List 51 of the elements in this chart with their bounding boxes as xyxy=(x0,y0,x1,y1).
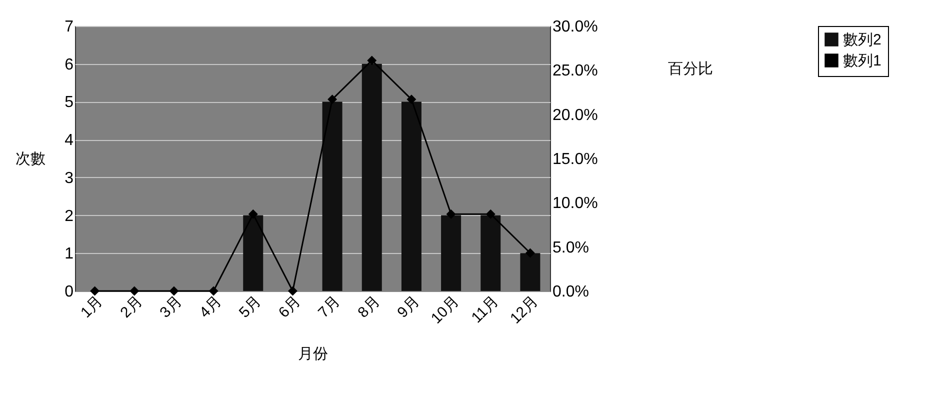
x-tick-label: 4月 xyxy=(196,292,225,322)
y-tick-label: 5 xyxy=(64,94,74,112)
point xyxy=(446,209,456,219)
y2-tick-label: 15.0% xyxy=(552,151,598,168)
point xyxy=(169,286,179,296)
x-tick-label: 12月 xyxy=(507,292,542,328)
y2-tick-label: 5.0% xyxy=(552,239,589,256)
x-tick-label: 1月 xyxy=(78,292,106,322)
x-axis-title: 月份 xyxy=(298,346,328,363)
legend-label: 數列1 xyxy=(843,52,882,70)
x-tick-label: 11月 xyxy=(468,292,502,326)
x-tick-label: 6月 xyxy=(275,292,304,322)
point xyxy=(486,209,496,219)
y-tick-label: 3 xyxy=(64,170,74,187)
y-tick-label: 1 xyxy=(64,246,74,263)
legend-label: 數列2 xyxy=(843,32,882,48)
x-tick-label: 8月 xyxy=(354,292,384,322)
x-tick-label: 9月 xyxy=(394,292,423,322)
y2-tick-label: 0.0% xyxy=(552,284,589,300)
y2-tick-label: 10.0% xyxy=(552,195,598,212)
x-tick-label: 3月 xyxy=(156,292,186,322)
x-tick-label: 7月 xyxy=(315,292,344,322)
y-tick-label: 4 xyxy=(64,132,74,150)
point xyxy=(248,209,258,219)
point xyxy=(288,286,298,296)
x-tick-label: 10月 xyxy=(428,292,462,328)
x-tick-label: 2月 xyxy=(117,292,146,322)
bar xyxy=(362,64,382,291)
bar xyxy=(401,102,422,291)
y-tick-label: 7 xyxy=(64,18,74,36)
point xyxy=(130,286,140,296)
y2-tick-label: 30.0% xyxy=(552,18,598,36)
y2-axis-title: 百分比 xyxy=(668,60,713,78)
point xyxy=(208,286,218,296)
x-tick-label: 5月 xyxy=(236,292,264,322)
bar xyxy=(243,215,264,291)
bar xyxy=(480,215,501,291)
point xyxy=(328,94,338,104)
bar xyxy=(520,253,540,291)
point xyxy=(90,286,100,296)
point xyxy=(525,248,535,258)
y2-tick-label: 25.0% xyxy=(552,62,598,80)
y2-tick-label: 20.0% xyxy=(552,106,598,124)
point xyxy=(406,94,416,104)
y-tick-label: 6 xyxy=(64,56,74,74)
y-axis-title: 次數 xyxy=(16,150,46,168)
y-tick-label: 0 xyxy=(64,284,74,300)
bar xyxy=(441,215,462,291)
point xyxy=(367,56,377,66)
y-tick-label: 2 xyxy=(64,208,74,225)
bar xyxy=(322,102,342,291)
